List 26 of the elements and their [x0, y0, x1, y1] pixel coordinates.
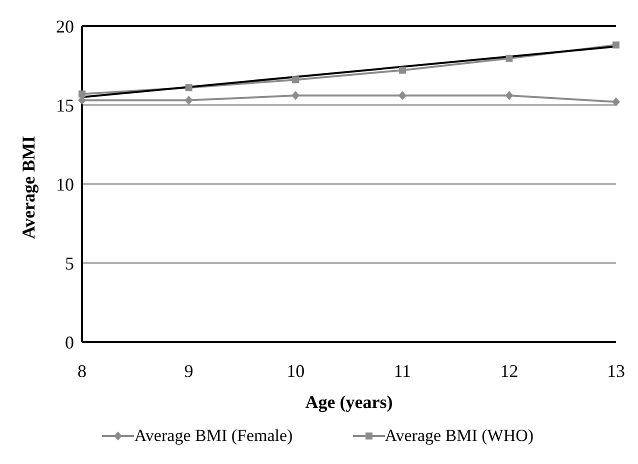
point [78, 90, 86, 98]
point [612, 41, 620, 48]
point [398, 91, 406, 100]
legend-label: Average BMI (Female) [134, 426, 293, 446]
legend-label: Average BMI (WHO) [384, 426, 534, 446]
point [184, 96, 193, 105]
y-tick-label: 10 [56, 174, 74, 194]
y-tick-label: 0 [65, 332, 74, 352]
x-tick-label: 13 [607, 360, 625, 381]
point [292, 91, 300, 100]
point [185, 84, 192, 92]
point [505, 91, 514, 100]
y-tick-label: 20 [56, 16, 74, 36]
point [612, 97, 620, 106]
y-axis-title: Average BMI [18, 136, 38, 239]
x-tick-label: 10 [286, 360, 305, 381]
x-tick-label: 9 [184, 360, 194, 381]
x-axis-title: Age (years) [305, 392, 393, 412]
point [506, 54, 513, 62]
point [292, 76, 300, 84]
x-tick-label: 12 [500, 360, 518, 381]
y-tick-label: 15 [56, 95, 74, 116]
point [398, 66, 406, 74]
y-tick-label: 5 [65, 253, 74, 274]
x-tick-label: 11 [394, 360, 412, 381]
x-tick-label: 8 [78, 360, 86, 381]
